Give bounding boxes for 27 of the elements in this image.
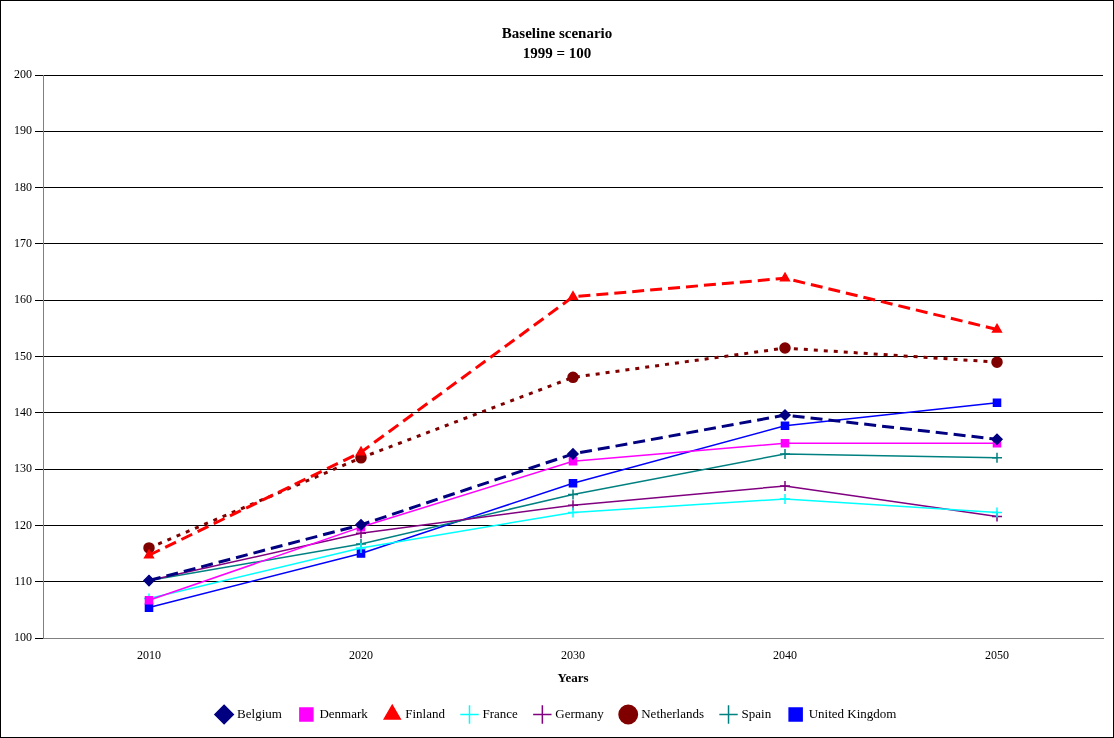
x-tick-label: 2010 [137, 648, 161, 663]
legend-label: Denmark [319, 705, 369, 721]
y-tick-label: 100 [14, 630, 32, 645]
x-tick-label: 2030 [561, 648, 585, 663]
x-axis-title: Years [557, 669, 589, 685]
legend-label: Netherlands [641, 705, 705, 721]
legend-label: Spain [741, 705, 772, 721]
x-tick-label: 2040 [773, 648, 797, 663]
y-tick-label: 150 [14, 348, 32, 363]
y-tick-label: 190 [14, 123, 32, 138]
y-tick-label: 140 [14, 404, 32, 419]
legend-label: France [482, 705, 519, 721]
x-tick-label: 2050 [985, 648, 1009, 663]
y-tick-label: 200 [14, 67, 32, 82]
y-tick-label: 110 [14, 573, 32, 588]
chart-title: Baseline scenario [501, 24, 613, 41]
y-tick-label: 120 [14, 517, 32, 532]
legend-label: Belgium [237, 705, 282, 721]
y-tick-label: 180 [14, 179, 32, 194]
y-tick-label: 130 [14, 461, 32, 476]
legend-label: United Kingdom [808, 705, 897, 721]
x-tick-label: 2020 [349, 648, 373, 663]
y-tick-label: 160 [14, 292, 32, 307]
y-tick-label: 170 [14, 236, 32, 251]
legend-label: Germany [555, 705, 605, 721]
chart-subtitle: 1999 = 100 [522, 44, 592, 61]
legend-label: Finland [405, 705, 446, 721]
